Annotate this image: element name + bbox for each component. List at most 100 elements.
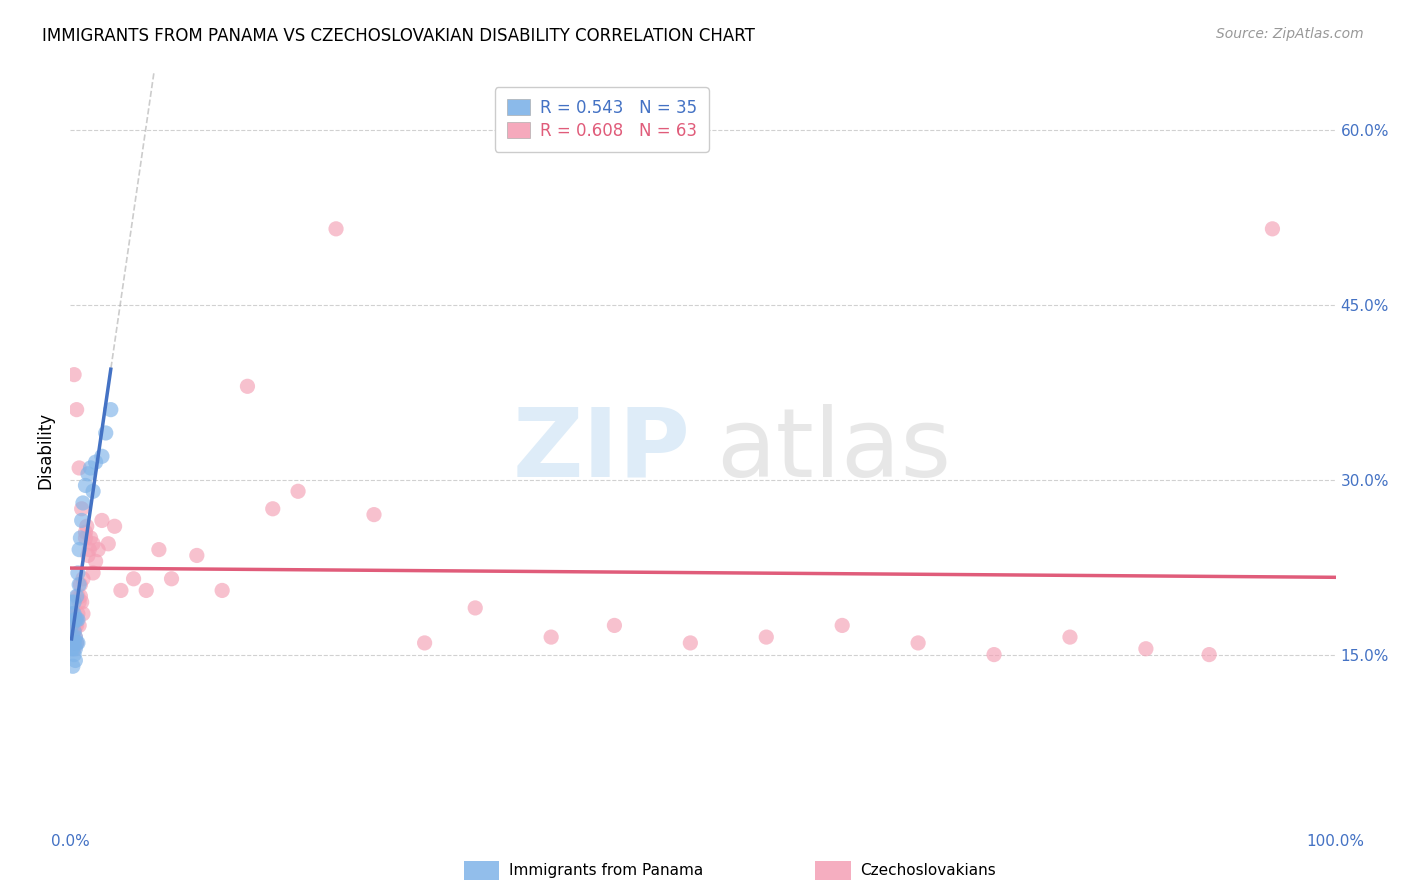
Text: atlas: atlas xyxy=(716,404,950,497)
Point xyxy=(62,636,84,650)
Point xyxy=(135,583,157,598)
Point xyxy=(65,618,87,632)
Text: ZIP: ZIP xyxy=(512,404,690,497)
Point xyxy=(69,577,91,591)
Point xyxy=(464,601,486,615)
Point xyxy=(65,630,87,644)
Point xyxy=(831,618,853,632)
Point xyxy=(236,379,259,393)
Point xyxy=(540,630,562,644)
Point xyxy=(66,613,89,627)
Text: Source: ZipAtlas.com: Source: ZipAtlas.com xyxy=(1216,27,1364,41)
Point xyxy=(77,549,100,563)
Point xyxy=(72,572,94,586)
Point xyxy=(104,519,127,533)
Point xyxy=(65,653,87,667)
Point xyxy=(1198,648,1220,662)
Point xyxy=(62,641,84,656)
Point xyxy=(907,636,929,650)
Point xyxy=(65,613,87,627)
Point xyxy=(69,589,91,603)
Point xyxy=(72,607,94,621)
Point xyxy=(77,467,100,481)
Point xyxy=(66,589,89,603)
Point xyxy=(1135,641,1157,656)
Point xyxy=(63,607,86,621)
Text: Immigrants from Panama: Immigrants from Panama xyxy=(509,863,703,878)
Point xyxy=(65,613,87,627)
Point xyxy=(79,531,101,545)
Point xyxy=(679,636,702,650)
Text: Czechoslovakians: Czechoslovakians xyxy=(860,863,997,878)
Point xyxy=(63,624,86,639)
Point xyxy=(1261,222,1284,236)
Text: IMMIGRANTS FROM PANAMA VS CZECHOSLOVAKIAN DISABILITY CORRELATION CHART: IMMIGRANTS FROM PANAMA VS CZECHOSLOVAKIA… xyxy=(42,27,755,45)
Legend: R = 0.543   N = 35, R = 0.608   N = 63: R = 0.543 N = 35, R = 0.608 N = 63 xyxy=(495,87,709,152)
Point xyxy=(63,648,86,662)
Point xyxy=(67,595,90,609)
Point xyxy=(262,501,284,516)
Point xyxy=(62,607,84,621)
Point xyxy=(65,636,87,650)
Point xyxy=(65,636,87,650)
Point xyxy=(66,566,89,580)
Point xyxy=(65,402,87,417)
Point xyxy=(755,630,778,644)
Point xyxy=(110,583,132,598)
Point xyxy=(60,630,83,644)
Point xyxy=(67,618,90,632)
Point xyxy=(325,222,347,236)
Point xyxy=(70,501,93,516)
Point xyxy=(60,595,83,609)
Point xyxy=(67,542,90,557)
Point xyxy=(79,542,101,557)
Point xyxy=(84,455,107,469)
Point xyxy=(66,607,89,621)
Point xyxy=(363,508,385,522)
Point xyxy=(65,630,87,644)
Point xyxy=(63,641,86,656)
Point xyxy=(62,659,84,673)
Point xyxy=(62,607,84,621)
Point xyxy=(79,461,101,475)
Point xyxy=(160,572,183,586)
Point xyxy=(60,641,83,656)
Point xyxy=(82,484,104,499)
Point xyxy=(63,595,86,609)
Point xyxy=(70,513,93,527)
Point xyxy=(63,368,86,382)
Point xyxy=(65,618,87,632)
Point xyxy=(62,618,84,632)
Point xyxy=(75,525,97,540)
Point xyxy=(76,519,98,533)
Point xyxy=(63,624,86,639)
Point xyxy=(60,618,83,632)
Point xyxy=(1059,630,1081,644)
Point xyxy=(62,630,84,644)
Point xyxy=(97,537,120,551)
Point xyxy=(72,496,94,510)
Point xyxy=(603,618,626,632)
Point xyxy=(90,450,114,464)
Point xyxy=(84,554,107,568)
Point xyxy=(90,513,114,527)
Point xyxy=(413,636,436,650)
Point xyxy=(983,648,1005,662)
Point xyxy=(69,531,91,545)
Point xyxy=(122,572,145,586)
Point xyxy=(87,542,110,557)
Point xyxy=(75,478,97,492)
Point xyxy=(287,484,309,499)
Point xyxy=(67,577,90,591)
Y-axis label: Disability: Disability xyxy=(37,412,55,489)
Point xyxy=(65,641,87,656)
Point xyxy=(148,542,170,557)
Point xyxy=(60,618,83,632)
Point xyxy=(82,566,104,580)
Point xyxy=(67,461,90,475)
Point xyxy=(65,589,87,603)
Point xyxy=(63,636,86,650)
Point xyxy=(70,595,93,609)
Point xyxy=(75,531,97,545)
Point xyxy=(82,537,104,551)
